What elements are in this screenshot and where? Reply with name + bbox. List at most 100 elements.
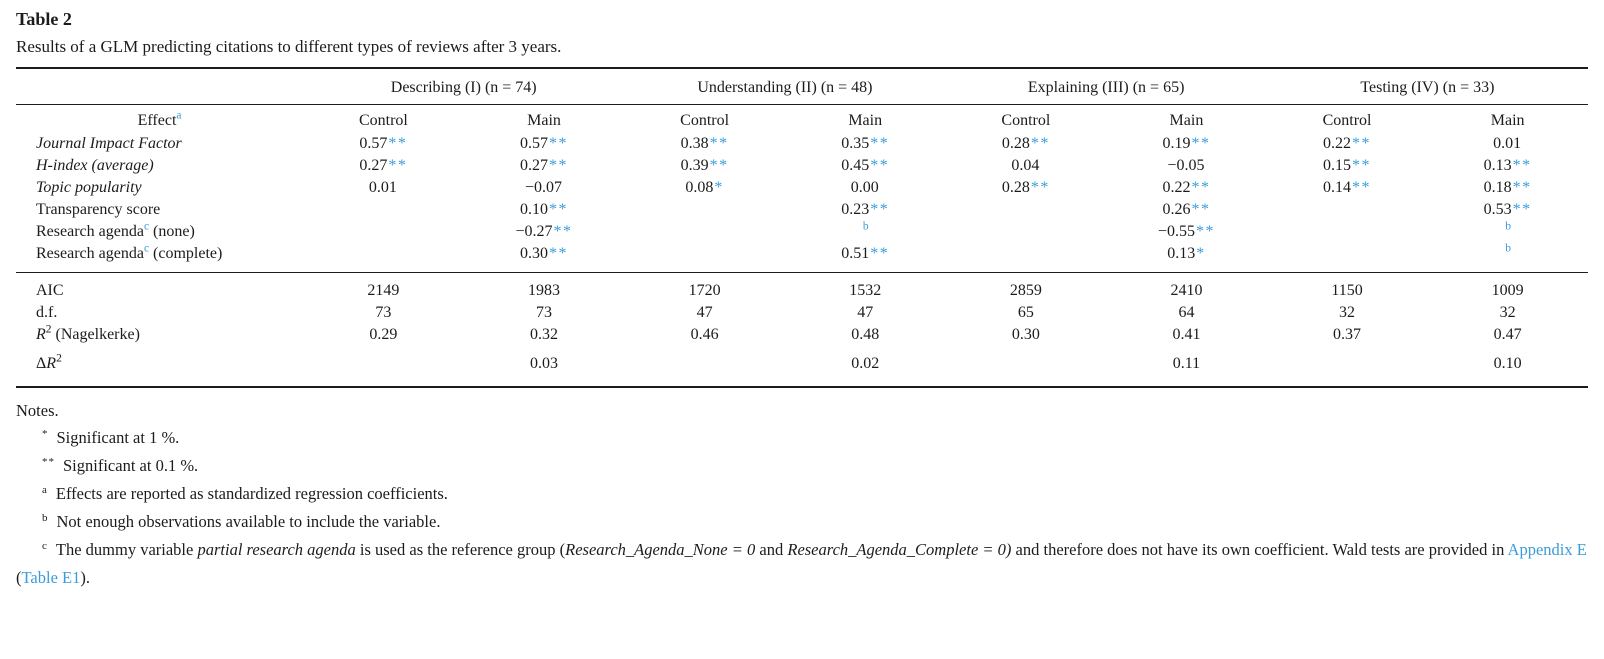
glm-results-table: Describing (I) (n = 74) Understanding (I… <box>16 67 1588 388</box>
coef-cell <box>624 199 785 221</box>
col-header: Control <box>680 112 730 129</box>
coef-cell: −0.07 <box>524 179 563 196</box>
coef-cell <box>945 243 1107 273</box>
effect-header-label: Effect <box>137 112 177 129</box>
stat-cell: 1983 <box>528 282 560 299</box>
coef-cell: 0.14** <box>1323 179 1372 196</box>
stat-cell: 1532 <box>849 282 882 299</box>
row-footnote-marker: c <box>143 242 150 255</box>
col-header: Main <box>527 112 561 129</box>
stat-cell: 73 <box>375 304 392 321</box>
coef-cell: 0.38** <box>680 135 729 152</box>
table-caption: Results of a GLM predicting citations to… <box>16 37 562 56</box>
table-row-topic-popularity: Topic popularity 0.01 −0.07 0.08* 0.00 0… <box>16 177 1588 199</box>
col-header: Control <box>1001 112 1051 129</box>
group-header-understanding: Understanding (II) (n = 48) <box>624 68 946 105</box>
table-row-research-agenda-none: Research agendac (none) −0.27** b −0.55*… <box>16 221 1588 243</box>
table-row-research-agenda-complete: Research agendac (complete) 0.30** 0.51*… <box>16 243 1588 273</box>
coef-cell <box>303 199 464 221</box>
coef-cell <box>1267 221 1428 243</box>
coef-cell: 0.08* <box>685 179 724 196</box>
coef-cell: 0.01 <box>368 179 397 196</box>
coef-cell <box>946 221 1107 243</box>
coef-cell: 0.23** <box>841 201 890 218</box>
double-asterisk-marker: ** <box>42 455 55 468</box>
table-row-r2-nagelkerke: R2 (Nagelkerke) 0.29 0.32 0.46 0.48 0.30… <box>16 324 1588 346</box>
coef-cell: 0.13** <box>1483 157 1532 174</box>
coef-cell: 0.01 <box>1493 135 1522 152</box>
coef-cell: −0.27** <box>515 223 573 240</box>
coef-cell: 0.45** <box>841 157 890 174</box>
row-label: Journal Impact Factor <box>16 133 303 155</box>
coef-cell: 0.04 <box>1011 157 1040 174</box>
row-label-suffix: (none) <box>149 223 195 240</box>
stat-cell: 0.30 <box>1011 326 1040 343</box>
stat-cell: 0.41 <box>1172 326 1201 343</box>
group-header-row: Describing (I) (n = 74) Understanding (I… <box>16 68 1588 105</box>
note-text-italic: partial research agenda <box>197 540 356 559</box>
row-label: H-index (average) <box>16 155 303 177</box>
coef-cell: 0.15** <box>1323 157 1372 174</box>
note-text: Effects are reported as standardized reg… <box>55 484 448 503</box>
coef-cell: b <box>1505 220 1512 233</box>
row-label-text: Transparency score <box>36 201 161 218</box>
coef-cell: b <box>862 220 869 233</box>
table-row-h-index: H-index (average) 0.27** 0.27** 0.39** 0… <box>16 155 1588 177</box>
effect-footnote-marker: a <box>176 109 182 122</box>
col-header: Main <box>1169 112 1204 129</box>
coef-cell: 0.22** <box>1162 179 1211 196</box>
coef-cell <box>303 221 464 243</box>
appendix-e-link[interactable]: Appendix E <box>1507 540 1587 559</box>
coef-cell: 0.28** <box>1001 179 1050 196</box>
coef-cell: 0.27** <box>520 157 568 174</box>
note-b: b Not enough observations available to in… <box>16 508 1588 536</box>
stat-cell: 1009 <box>1491 282 1524 299</box>
note-b-marker: b <box>42 511 49 524</box>
stat-cell: 0.29 <box>369 326 398 343</box>
table-row-aic: AIC 2149 1983 1720 1532 2859 2410 1150 1… <box>16 273 1588 303</box>
coef-cell: −0.05 <box>1167 157 1205 174</box>
note-significance-01pct: ** Significant at 0.1 %. <box>16 452 1588 480</box>
row-footnote-marker: c <box>143 220 150 233</box>
stat-cell: 0.10 <box>1427 346 1588 388</box>
note-text: ( <box>16 568 22 587</box>
note-a: a Effects are reported as standardized re… <box>16 480 1588 508</box>
coef-cell <box>303 243 464 273</box>
table-row-delta-r2: ΔR2 0.03 0.02 0.11 0.10 <box>16 346 1588 388</box>
coef-cell: 0.26** <box>1162 201 1211 218</box>
coef-cell: −0.55** <box>1157 223 1215 240</box>
stat-cell <box>945 346 1107 388</box>
coef-cell: 0.28** <box>1001 135 1050 152</box>
stat-cell: 0.11 <box>1106 346 1267 388</box>
table-row-transparency-score: Transparency score 0.10** 0.23** 0.26** … <box>16 199 1588 221</box>
stat-cell <box>303 346 464 388</box>
stat-cell: 0.47 <box>1493 326 1522 343</box>
stat-cell: 2149 <box>367 282 400 299</box>
stat-cell: 32 <box>1339 304 1356 321</box>
stat-cell: 2410 <box>1170 282 1203 299</box>
row-label-suffix: (complete) <box>149 245 223 262</box>
stat-cell: 0.48 <box>851 326 880 343</box>
stat-cell: 73 <box>536 304 552 321</box>
stat-cell: 0.03 <box>463 346 625 388</box>
stat-cell: 1720 <box>688 282 721 299</box>
note-text: and therefore does not have its own coef… <box>1011 540 1508 559</box>
note-c-marker: c <box>42 539 48 552</box>
paper-table-page: Table 2 Results of a GLM predicting cita… <box>16 9 1588 587</box>
note-text-italic: Research_Agenda_Complete = 0) <box>787 540 1012 559</box>
note-text: ). <box>80 568 90 587</box>
stat-cell: 64 <box>1178 304 1195 321</box>
coef-cell: 0.57** <box>520 135 568 152</box>
stat-cell: 0.46 <box>690 326 719 343</box>
coef-cell: 0.10** <box>520 201 568 218</box>
table-row-df: d.f. 73 73 47 47 65 64 32 32 <box>16 302 1588 324</box>
table-e1-link[interactable]: Table E1 <box>21 568 81 587</box>
stat-cell: 47 <box>857 304 874 321</box>
group-header-spacer <box>16 68 304 105</box>
stat-cell <box>1266 346 1428 388</box>
row-label-text: Research agenda <box>36 223 144 240</box>
coef-cell <box>1267 199 1428 221</box>
coef-cell <box>624 243 785 273</box>
coef-cell: 0.00 <box>850 179 879 196</box>
coef-cell: 0.30** <box>463 243 625 273</box>
